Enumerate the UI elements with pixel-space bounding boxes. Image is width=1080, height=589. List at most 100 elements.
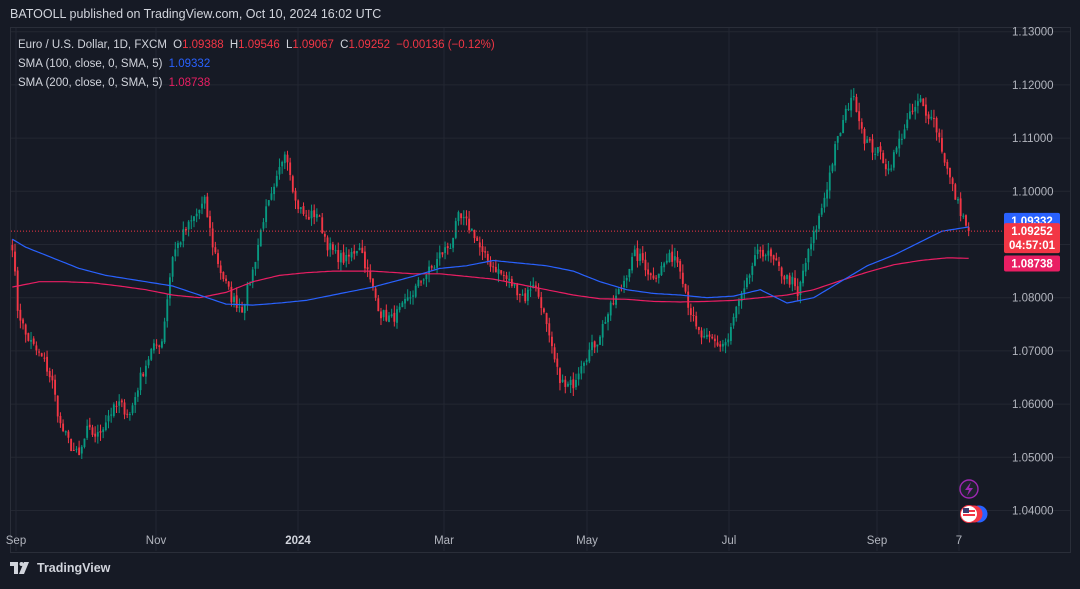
candle-body: [834, 144, 837, 166]
candle-body: [203, 196, 206, 204]
candle-body: [524, 293, 527, 302]
candle-body: [484, 251, 487, 253]
candle-body: [922, 98, 925, 107]
candle-body: [460, 213, 463, 219]
candle-body: [943, 153, 946, 163]
candle-body: [898, 138, 901, 149]
candle-body: [107, 415, 110, 422]
candle-body: [174, 249, 177, 257]
open-value: 1.09388: [182, 39, 224, 51]
low-label: L: [285, 39, 293, 51]
candle-body: [850, 97, 853, 111]
candle-body: [788, 275, 791, 285]
candle-body: [243, 303, 246, 314]
candle-body: [478, 242, 481, 248]
candle-body: [102, 429, 105, 433]
candle-body: [804, 262, 807, 272]
candle-body: [513, 284, 516, 286]
candle-body: [965, 215, 967, 226]
candle-body: [48, 371, 51, 378]
candle-body: [855, 96, 858, 113]
candle-body: [278, 166, 281, 175]
candle-body: [35, 345, 38, 351]
candle-body: [556, 358, 559, 367]
candle-body: [529, 289, 532, 291]
price-axis: 1.040001.050001.060001.070001.080001.090…: [1012, 27, 1054, 518]
sma200-value: 1.08738: [168, 77, 211, 89]
candle-body: [615, 295, 617, 305]
candle-body: [938, 132, 941, 138]
candle-body: [118, 401, 121, 406]
candle-body: [104, 422, 107, 431]
candle-body: [764, 255, 767, 257]
candle-body: [110, 414, 113, 416]
us-flag-icon[interactable]: [960, 505, 988, 523]
candle-body: [858, 111, 861, 122]
candle-body: [358, 247, 361, 251]
y-tick-label: 1.05000: [1012, 452, 1054, 464]
candle-body: [94, 433, 97, 437]
candle-body: [924, 104, 927, 116]
candle-body: [342, 252, 345, 263]
candle-body: [962, 215, 965, 217]
candle-body: [567, 383, 569, 387]
candle-body: [537, 288, 540, 297]
candle-body: [668, 252, 671, 263]
candle-body: [663, 263, 666, 268]
candles: [11, 88, 970, 459]
grid: [11, 28, 1070, 551]
candle-body: [265, 206, 268, 223]
candle-body: [548, 323, 551, 336]
y-tick-label: 1.13000: [1012, 27, 1054, 39]
candle-body: [692, 315, 695, 317]
candle-body: [593, 341, 596, 348]
candle-body: [267, 200, 270, 206]
candle-body: [489, 260, 492, 267]
candle-body: [457, 212, 460, 222]
candle-body: [569, 379, 572, 386]
candle-body: [353, 251, 356, 254]
candle-body: [644, 259, 647, 271]
candle-body: [719, 344, 722, 347]
candle-body: [80, 446, 83, 454]
candle-body: [150, 348, 153, 360]
close-label: C: [340, 39, 349, 51]
tradingview-icon: [10, 562, 29, 574]
candle-body: [169, 277, 171, 299]
candle-body: [417, 279, 420, 287]
candle-body: [313, 210, 316, 218]
candle-body: [230, 286, 233, 303]
high-value: 1.09546: [238, 39, 280, 51]
tradingview-logo[interactable]: TradingView: [10, 561, 110, 575]
candle-body: [796, 286, 799, 297]
candle-body: [612, 303, 615, 305]
candle-body: [452, 237, 455, 248]
candle-body: [783, 276, 786, 280]
candle-body: [815, 229, 818, 233]
candle-body: [786, 274, 788, 280]
candle-body: [345, 254, 348, 262]
candle-body: [687, 291, 690, 308]
candle-body: [713, 338, 716, 342]
candle-body: [500, 270, 503, 274]
candle-body: [647, 269, 650, 275]
lightning-icon[interactable]: [959, 479, 979, 499]
candle-body: [729, 327, 732, 341]
candle-body: [219, 265, 222, 274]
candle-body: [22, 319, 24, 324]
candle-body: [195, 213, 198, 217]
candle-body: [235, 295, 238, 308]
candle-body: [724, 342, 727, 346]
candle-body: [559, 368, 561, 384]
candle-body: [134, 397, 137, 405]
candle-body: [187, 221, 190, 230]
candle-body: [641, 253, 644, 261]
candle-body: [430, 265, 433, 268]
x-tick-label: 7: [956, 535, 962, 547]
candle-body: [900, 138, 903, 140]
x-tick-label: Sep: [867, 535, 887, 547]
x-tick-label: May: [576, 535, 598, 547]
candle-body: [64, 431, 67, 433]
